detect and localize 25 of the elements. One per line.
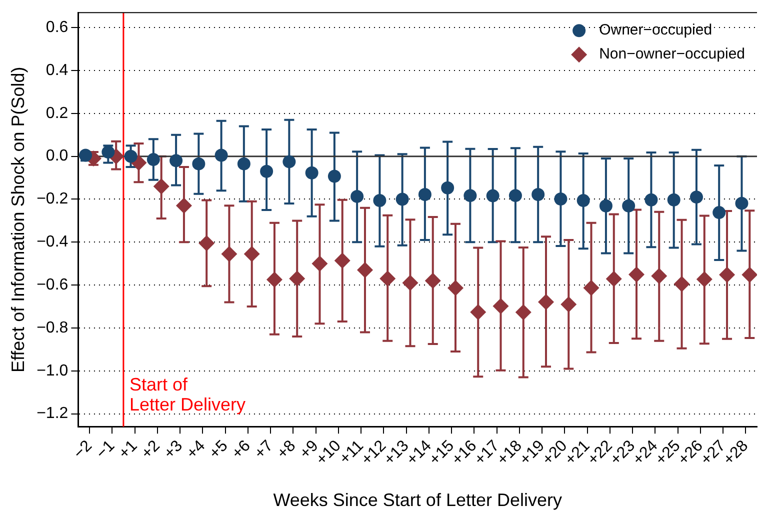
y-tick-label: −0.6: [36, 276, 68, 294]
y-tick-label: 0.2: [46, 104, 68, 122]
y-tick-label: −1.0: [36, 362, 68, 380]
y-tick-label: 0.4: [46, 62, 68, 79]
legend-label: Non−owner−occupied: [599, 46, 745, 63]
x-tick-label: +4: [184, 437, 209, 462]
y-tick-label: −0.4: [36, 234, 68, 251]
x-tick-label: −1: [93, 437, 118, 462]
y-axis-title: Effect of Information Shock on P(Sold): [8, 66, 28, 373]
x-tick-label: +5: [206, 437, 232, 462]
x-axis-title: Weeks Since Start of Letter Delivery: [273, 490, 562, 510]
x-tick-label: −2: [70, 437, 96, 462]
x-tick-label: +6: [228, 437, 254, 462]
x-tick-label: +3: [161, 437, 186, 462]
y-tick-label: −0.8: [36, 319, 68, 336]
y-tick-label: −1.2: [36, 405, 68, 422]
legend-label: Owner−occupied: [599, 22, 712, 39]
x-tick-label: +7: [252, 437, 277, 462]
y-tick-label: −0.2: [36, 190, 68, 208]
x-tick-label: +2: [138, 437, 164, 462]
ref-line-label: Start of Letter Delivery: [129, 374, 246, 415]
y-tick-label: 0.0: [46, 148, 68, 165]
y-tick-label: 0.6: [46, 19, 68, 36]
x-tick-label: +1: [116, 437, 141, 462]
x-tick-label: +8: [274, 437, 300, 462]
